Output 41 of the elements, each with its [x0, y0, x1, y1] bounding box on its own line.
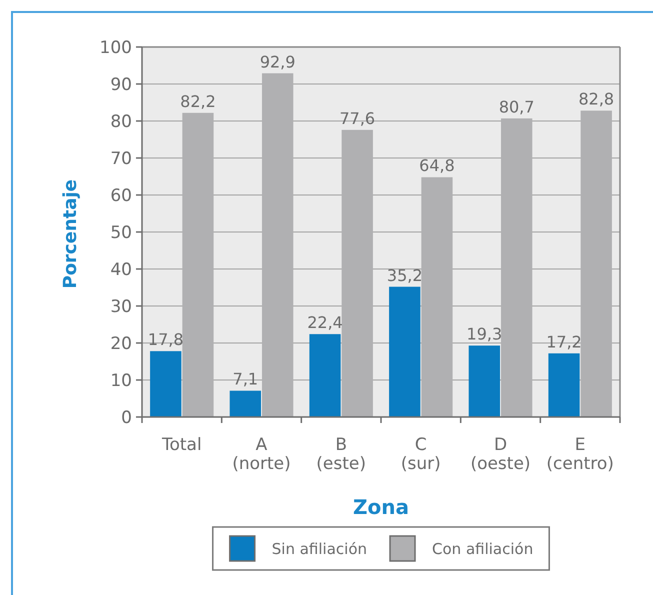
data-label: 35,2 — [386, 266, 423, 285]
bar — [421, 177, 453, 417]
data-label: 80,7 — [498, 97, 534, 116]
data-label: 82,8 — [578, 90, 614, 109]
bar — [468, 346, 500, 417]
y-tick-label: 60 — [110, 186, 132, 206]
data-label: 19,3 — [466, 324, 502, 344]
bar — [389, 286, 420, 417]
x-tick-label: D (oeste) — [470, 435, 531, 474]
y-tick-label: 40 — [110, 260, 132, 280]
x-tick-label: E (centro) — [546, 435, 614, 474]
y-tick-label: 70 — [110, 149, 132, 170]
data-label: 22,4 — [307, 313, 343, 332]
bar — [230, 390, 262, 417]
bar — [548, 353, 580, 417]
y-tick-label: 50 — [110, 223, 132, 244]
y-tick-label: 10 — [110, 371, 132, 392]
bar — [342, 130, 373, 417]
legend-label: Sin afiliación — [272, 540, 368, 558]
bar — [309, 334, 341, 417]
y-tick-label: 0 — [121, 408, 132, 428]
x-tick-label: B (este) — [316, 435, 366, 474]
y-tick-label: 100 — [100, 38, 132, 58]
data-label: 92,9 — [260, 52, 296, 72]
x-tick-label: C (sur) — [400, 435, 441, 474]
data-label: 82,2 — [180, 92, 216, 111]
bar — [262, 73, 294, 417]
data-label: 64,8 — [419, 156, 455, 176]
bar — [182, 112, 214, 417]
legend-label: Con afiliación — [432, 540, 534, 558]
y-tick-label: 80 — [110, 112, 132, 132]
x-tick-label: Total — [160, 435, 202, 455]
y-tick-label: 90 — [110, 75, 132, 96]
y-tick-label: 20 — [110, 334, 132, 354]
bar — [150, 351, 182, 417]
bar — [580, 110, 612, 417]
x-tick-label: A (norte) — [232, 435, 291, 474]
bar — [500, 118, 532, 417]
x-axis-title: Zona — [353, 495, 409, 519]
y-tick-label: 30 — [110, 297, 132, 318]
y-axis-title: Porcentaje — [60, 179, 81, 289]
